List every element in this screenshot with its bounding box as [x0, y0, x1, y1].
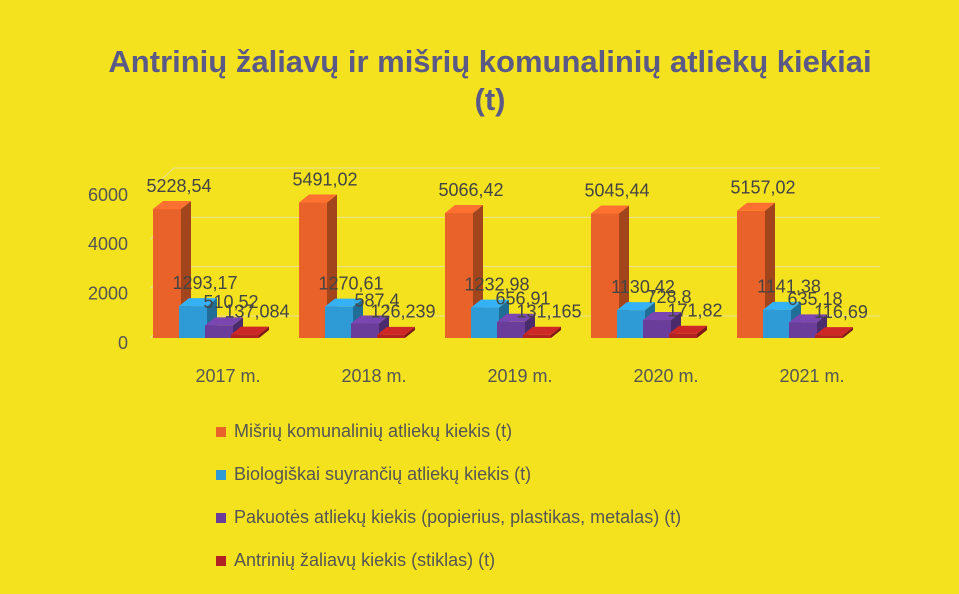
- data-label: 1130,42: [611, 277, 675, 297]
- bar-top: [231, 326, 269, 335]
- bar-front: [523, 334, 551, 338]
- bar-front: [497, 321, 525, 338]
- data-label: 587,4: [354, 290, 399, 310]
- bar-top: [179, 298, 217, 307]
- bar-front: [617, 310, 645, 338]
- bar-top: [617, 302, 655, 311]
- bar-side: [843, 327, 853, 338]
- legend-swatch: [216, 556, 226, 566]
- data-label: 5157,02: [730, 178, 795, 198]
- bar-top: [523, 326, 561, 335]
- bar-front: [669, 333, 697, 338]
- data-label: 1232,98: [464, 274, 529, 294]
- bar: [231, 326, 269, 338]
- bar-front: [205, 325, 233, 338]
- data-label: 728,8: [646, 287, 691, 307]
- bar-front: [153, 209, 181, 338]
- data-label: 171,82: [667, 301, 722, 321]
- bar-front: [445, 213, 473, 338]
- data-label: 510,52: [203, 292, 258, 312]
- bar-top: [445, 205, 483, 214]
- data-label: 5491,02: [292, 169, 357, 189]
- bar-top: [471, 299, 509, 308]
- bar-top: [669, 325, 707, 334]
- data-label: 1270,61: [318, 273, 383, 293]
- bar-top: [789, 314, 827, 323]
- bar-top: [763, 301, 801, 310]
- bar-front: [231, 334, 259, 338]
- legend-swatch: [216, 470, 226, 480]
- x-tick-label: 2019 m.: [487, 366, 552, 386]
- data-label: 635,18: [787, 289, 842, 309]
- data-label: 5045,44: [584, 180, 649, 200]
- x-tick-label: 2021 m.: [779, 366, 844, 386]
- legend-label: Biologiškai suyrančių atliekų kiekis (t): [234, 464, 531, 484]
- data-label: 656,91: [495, 289, 550, 309]
- data-label: 5228,54: [146, 176, 211, 196]
- grid-line: [149, 167, 880, 191]
- y-tick-label: 4000: [88, 234, 128, 254]
- bar-top: [351, 315, 389, 324]
- legend-label: Antrinių žaliavų kiekis (stiklas) (t): [234, 550, 495, 570]
- bar-front: [325, 306, 353, 338]
- bar-top: [377, 326, 415, 335]
- data-label: 137,084: [224, 301, 289, 321]
- data-label: 5066,42: [438, 180, 503, 200]
- bar-front: [471, 307, 499, 338]
- bar: [669, 325, 707, 338]
- bar-top: [591, 205, 629, 214]
- y-tick-label: 6000: [88, 185, 128, 205]
- data-label: 126,239: [370, 302, 435, 322]
- bar-top: [497, 313, 535, 322]
- legend-swatch: [216, 427, 226, 437]
- bar: [815, 327, 853, 338]
- bar-front: [179, 306, 207, 338]
- data-label: 131,165: [516, 302, 581, 322]
- bar-side: [259, 326, 269, 338]
- bar-top: [737, 202, 775, 211]
- bar-top: [643, 312, 681, 321]
- x-tick-label: 2020 m.: [633, 366, 698, 386]
- bar-side: [697, 325, 707, 338]
- legend-swatch: [216, 513, 226, 523]
- bar-top: [153, 201, 191, 210]
- bar-front: [737, 210, 765, 338]
- x-tick-label: 2018 m.: [341, 366, 406, 386]
- bar-front: [763, 309, 791, 338]
- bar-top: [325, 298, 363, 307]
- bar: [377, 326, 415, 338]
- x-tick-label: 2017 m.: [195, 366, 260, 386]
- bar-front: [643, 320, 671, 338]
- bar-side: [551, 326, 561, 338]
- bar-side: [405, 326, 415, 338]
- bar-front: [591, 213, 619, 338]
- bar-front: [815, 335, 843, 338]
- bar: [179, 298, 217, 338]
- bar-top: [205, 317, 243, 326]
- bar-top: [299, 194, 337, 203]
- bar: [523, 326, 561, 338]
- data-label: 1141,38: [757, 277, 821, 297]
- bar-front: [351, 323, 379, 338]
- y-tick-label: 0: [118, 333, 128, 353]
- data-label: 116,69: [814, 302, 868, 322]
- y-tick-label: 2000: [88, 283, 128, 303]
- bar-front: [377, 334, 405, 338]
- legend-label: Pakuotės atliekų kiekis (popierius, plas…: [234, 507, 681, 527]
- bar: [299, 194, 337, 338]
- data-label: 1293,17: [172, 273, 237, 293]
- bar-front: [299, 202, 327, 338]
- bar-front: [789, 322, 817, 338]
- chart-title: Antrinių žaliavų ir mišrių komunalinių a…: [108, 44, 871, 117]
- legend-label: Mišrių komunalinių atliekų kiekis (t): [234, 421, 512, 441]
- bar-top: [815, 327, 853, 336]
